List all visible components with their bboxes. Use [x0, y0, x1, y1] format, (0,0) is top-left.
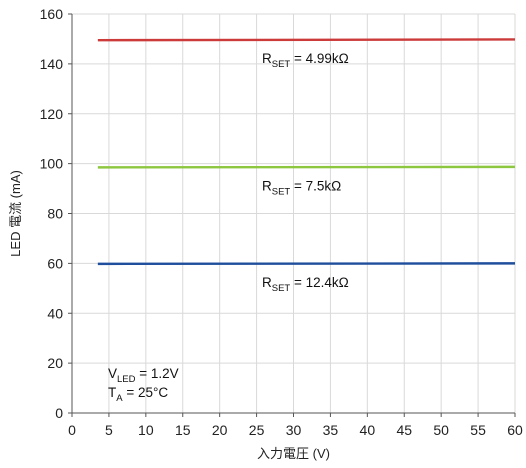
- x-tick-label: 60: [507, 422, 523, 438]
- x-tick-labels: 0 5 10 15 20 25 30 35 40 45 50 55 60: [68, 413, 523, 438]
- x-tick-label: 30: [286, 422, 302, 438]
- series-labels: RSET = 4.99kΩ RSET = 7.5kΩ RSET = 12.4kΩ: [262, 51, 349, 294]
- x-axis-title: 入力電圧 (V): [257, 446, 330, 461]
- x-tick-label: 10: [138, 422, 154, 438]
- x-tick-label: 40: [360, 422, 376, 438]
- y-tick-label: 100: [40, 156, 64, 172]
- x-tick-label: 20: [212, 422, 228, 438]
- series-label: RSET = 12.4kΩ: [262, 275, 349, 294]
- y-tick-label: 160: [40, 6, 64, 22]
- grid: [71, 13, 516, 414]
- x-tick-label: 25: [249, 422, 265, 438]
- y-axis-title: LED 電流 (mA): [8, 170, 23, 257]
- x-tick-label: 50: [433, 422, 449, 438]
- x-tick-label: 15: [175, 422, 191, 438]
- y-tick-label: 140: [40, 56, 64, 72]
- x-tick-label: 0: [68, 422, 76, 438]
- condition-label: VLED = 1.2V: [108, 366, 179, 385]
- series-label: RSET = 7.5kΩ: [262, 178, 341, 197]
- series-line: [97, 38, 516, 42]
- y-tick-label: 0: [55, 405, 63, 421]
- series: [97, 38, 516, 266]
- condition-label: TA = 25°C: [108, 385, 168, 404]
- x-tick-label: 45: [396, 422, 412, 438]
- y-tick-label: 60: [47, 255, 63, 271]
- x-tick-label: 35: [323, 422, 339, 438]
- y-tick-labels: 0 20 40 60 80 100 120 140 160: [40, 6, 72, 421]
- x-tick-label: 55: [470, 422, 486, 438]
- y-tick-label: 120: [40, 106, 64, 122]
- series-label: RSET = 4.99kΩ: [262, 51, 349, 70]
- y-tick-label: 80: [47, 206, 63, 222]
- y-tick-label: 20: [47, 355, 63, 371]
- y-tick-label: 40: [47, 305, 63, 321]
- x-tick-label: 5: [105, 422, 113, 438]
